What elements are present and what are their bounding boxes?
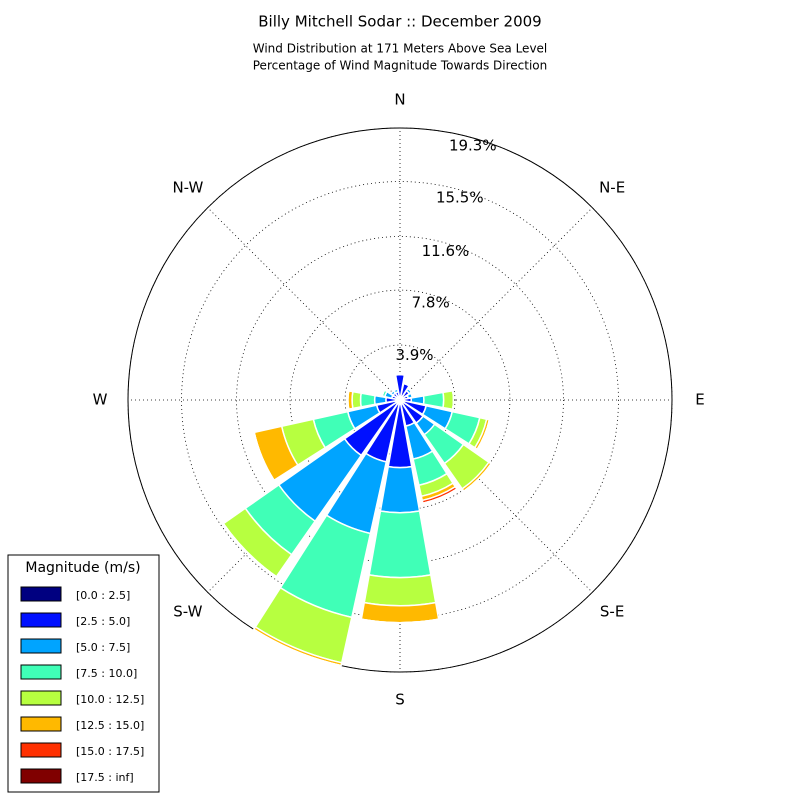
legend-title: Magnitude (m/s) — [25, 560, 140, 576]
wedge — [222, 523, 277, 578]
wedge — [381, 389, 386, 397]
wedge — [442, 389, 455, 411]
legend-swatch — [20, 690, 62, 706]
grid-spoke — [207, 207, 401, 401]
legend-label: [15.0 : 17.5] — [76, 745, 144, 758]
direction-label: S-E — [600, 603, 624, 621]
direction-label: W — [93, 391, 108, 409]
wedge — [359, 392, 376, 408]
legend-swatch — [20, 664, 62, 680]
polar-frame — [127, 127, 673, 673]
wedge — [351, 390, 363, 410]
legend-swatch — [20, 742, 62, 758]
chart-subtitle: Wind Distribution at 171 Meters Above Se… — [253, 42, 548, 56]
radial-tick-label: 19.3% — [449, 137, 497, 155]
legend-label: [2.5 : 5.0] — [76, 615, 130, 628]
legend-label: [7.5 : 10.0] — [76, 667, 137, 680]
radial-tick-label: 15.5% — [436, 189, 484, 207]
radial-tick-label: 3.9% — [395, 346, 433, 364]
legend-label: [0.0 : 2.5] — [76, 589, 130, 602]
wedge — [476, 419, 491, 450]
wedge — [360, 601, 440, 624]
wedge — [253, 432, 275, 481]
direction-label: N — [394, 91, 405, 109]
legend-label: [12.5 : 15.0] — [76, 719, 144, 732]
legend-swatch — [20, 586, 62, 602]
direction-label: N-E — [599, 178, 625, 196]
wedge — [347, 390, 350, 410]
legend-swatch — [20, 768, 62, 784]
wedge — [452, 390, 455, 410]
direction-label: N-W — [172, 178, 203, 196]
direction-label: S-W — [173, 603, 202, 621]
wedge — [363, 574, 437, 607]
legend-swatch — [20, 612, 62, 628]
grid-spoke — [399, 207, 593, 401]
wedge — [368, 510, 432, 579]
direction-label: E — [695, 391, 704, 409]
legend-swatch — [20, 638, 62, 654]
legend-label: [10.0 : 12.5] — [76, 693, 144, 706]
radial-tick-label: 7.8% — [412, 293, 450, 311]
legend-swatch — [20, 716, 62, 732]
grid-ring — [344, 344, 456, 456]
grid-spoke — [399, 399, 593, 593]
radial-tick-label: 11.6% — [422, 242, 470, 260]
wedge — [422, 488, 458, 504]
wedge — [253, 628, 342, 667]
legend-label: [5.0 : 7.5] — [76, 641, 130, 654]
direction-label: S — [395, 691, 405, 709]
chart-title: Billy Mitchell Sodar :: December 2009 — [258, 13, 541, 31]
legend-label: [17.5 : inf] — [76, 771, 134, 784]
grid-ring — [181, 181, 619, 619]
chart-subtitle: Percentage of Wind Magnitude Towards Dir… — [253, 59, 547, 73]
wedge — [403, 381, 411, 386]
wedge — [379, 465, 421, 514]
